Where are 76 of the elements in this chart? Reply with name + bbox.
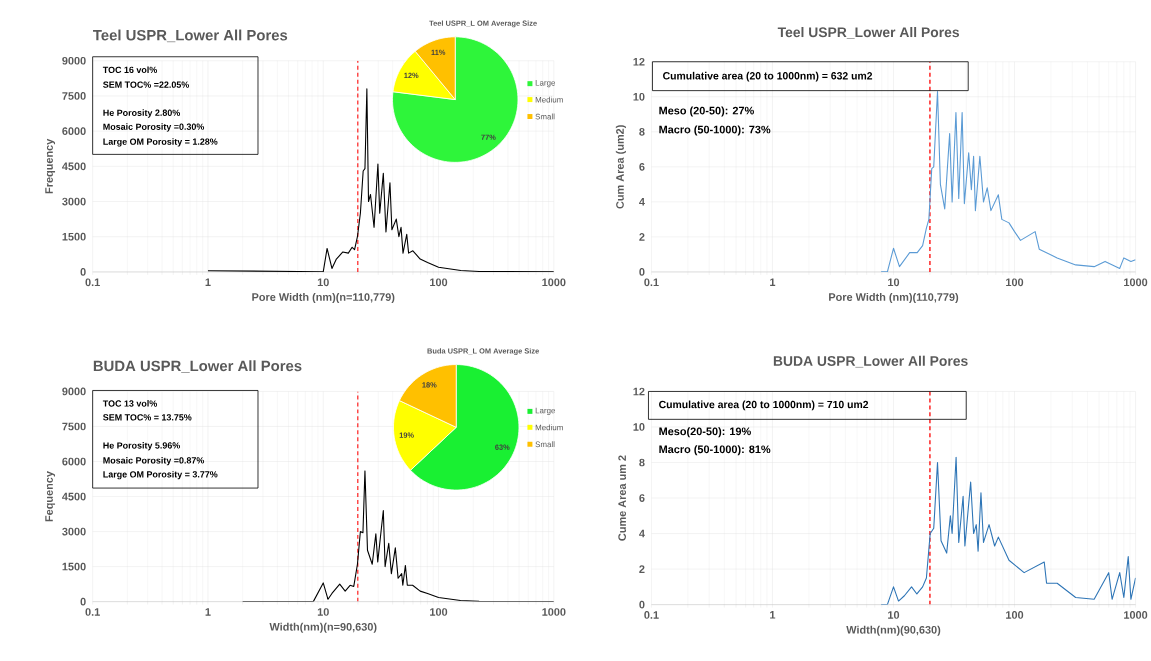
y-tick-label: 2	[639, 232, 645, 241]
annotation: Large OM Porosity = 1.28%	[103, 138, 218, 147]
y-tick-label: 4500	[62, 492, 86, 501]
x-tick-label: 100	[430, 607, 448, 616]
x-tick-label: 1	[205, 607, 211, 616]
annotation: Cumulative area (20 to 1000nm) = 632 um2	[663, 71, 873, 82]
y-tick-label: 10	[633, 92, 645, 101]
x-tick-label: 1	[205, 278, 211, 286]
annotation: Macro (50-1000): 73%	[659, 125, 771, 136]
y-axis-title: Cume Area um 2	[618, 455, 627, 541]
x-tick-label: 10	[317, 278, 329, 286]
x-tick-label: 1000	[1124, 278, 1148, 286]
x-axis-title: Width(nm)(90,630)	[846, 625, 941, 636]
x-tick-label: 1	[770, 610, 776, 619]
y-axis-title: Frequency	[45, 138, 56, 194]
y-tick-label: 8	[639, 458, 645, 467]
y-tick-label: 2	[639, 565, 645, 573]
y-tick-label: 9000	[62, 56, 86, 65]
annotation: Macro (50-1000): 81%	[659, 444, 771, 456]
y-tick-label: 6000	[62, 457, 86, 466]
y-tick-label: 6	[639, 493, 645, 502]
annotation: Mosaic Porosity =0.87%	[103, 456, 205, 466]
x-tick-label: 0.1	[644, 278, 659, 286]
x-axis-title: Width(nm)(n=90,630)	[269, 622, 377, 633]
x-tick-label: 1	[770, 278, 776, 286]
chart-title: BUDA USPR_Lower All Pores	[93, 360, 302, 373]
y-axis-title: Fequency	[45, 470, 56, 522]
x-axis-title: Pore Width (nm)(n=110,779)	[252, 292, 395, 303]
x-tick-label: 1000	[542, 278, 566, 286]
y-tick-label: 4	[639, 529, 645, 538]
y-tick-label: 12	[633, 57, 645, 66]
annotation: SEM TOC% =22.05%	[103, 81, 190, 88]
annotation: Large OM Porosity = 3.77%	[103, 470, 218, 480]
x-tick-label: 10	[317, 607, 329, 616]
y-tick-label: 7500	[62, 91, 86, 100]
x-tick-label: 100	[1006, 278, 1024, 286]
y-tick-label: 0	[639, 600, 645, 609]
x-tick-label: 1000	[542, 607, 566, 616]
x-axis-title: Pore Width (nm)(110,779)	[829, 292, 959, 303]
x-tick-label: 1000	[1124, 610, 1148, 619]
y-tick-label: 4500	[62, 162, 86, 171]
y-tick-label: 8	[639, 127, 645, 136]
y-tick-label: 10	[633, 422, 645, 431]
x-tick-label: 100	[430, 278, 448, 286]
chart-title: Teel USPR_Lower All Pores	[777, 26, 960, 39]
y-tick-label: 3000	[62, 527, 86, 536]
annotation: Meso (20-50): 27%	[659, 106, 754, 117]
annotation: He Porosity 5.96%	[103, 441, 180, 451]
y-tick-label: 4	[639, 197, 645, 206]
x-tick-label: 10	[888, 610, 900, 619]
chart-title: Teel USPR_Lower All Pores	[93, 29, 288, 42]
y-tick-label: 0	[80, 267, 86, 276]
x-tick-label: 0.1	[85, 278, 100, 286]
y-tick-label: 6	[639, 162, 645, 171]
y-tick-label: 1500	[62, 232, 86, 241]
y-tick-label: 7500	[62, 422, 86, 431]
y-tick-label: 6000	[62, 127, 86, 135]
annotation: Mosaic Porosity =0.30%	[103, 123, 205, 132]
y-tick-label: 0	[639, 267, 645, 276]
x-tick-label: 0.1	[85, 607, 100, 616]
x-tick-label: 0.1	[644, 610, 659, 619]
y-tick-label: 3000	[62, 197, 86, 206]
x-tick-label: 100	[1006, 610, 1024, 619]
y-tick-label: 1500	[62, 562, 86, 571]
annotation: Meso(20-50): 19%	[659, 427, 751, 438]
y-axis-title: Cum Area (um2)	[615, 125, 626, 209]
y-tick-label: 0	[80, 597, 86, 606]
annotation: TOC 16 vol%	[102, 66, 157, 73]
annotation: He Porosity 2.80%	[103, 109, 180, 118]
chart-title: BUDA USPR_Lower All Pores	[773, 355, 968, 368]
y-tick-label: 12	[633, 387, 645, 396]
x-tick-label: 10	[888, 278, 900, 286]
annotation: SEM TOC% = 13.75%	[103, 413, 192, 421]
annotation: Cumulative area (20 to 1000nm) = 710 um2	[659, 400, 869, 411]
y-tick-label: 9000	[62, 387, 86, 396]
annotation: TOC 13 vol%	[102, 399, 157, 407]
